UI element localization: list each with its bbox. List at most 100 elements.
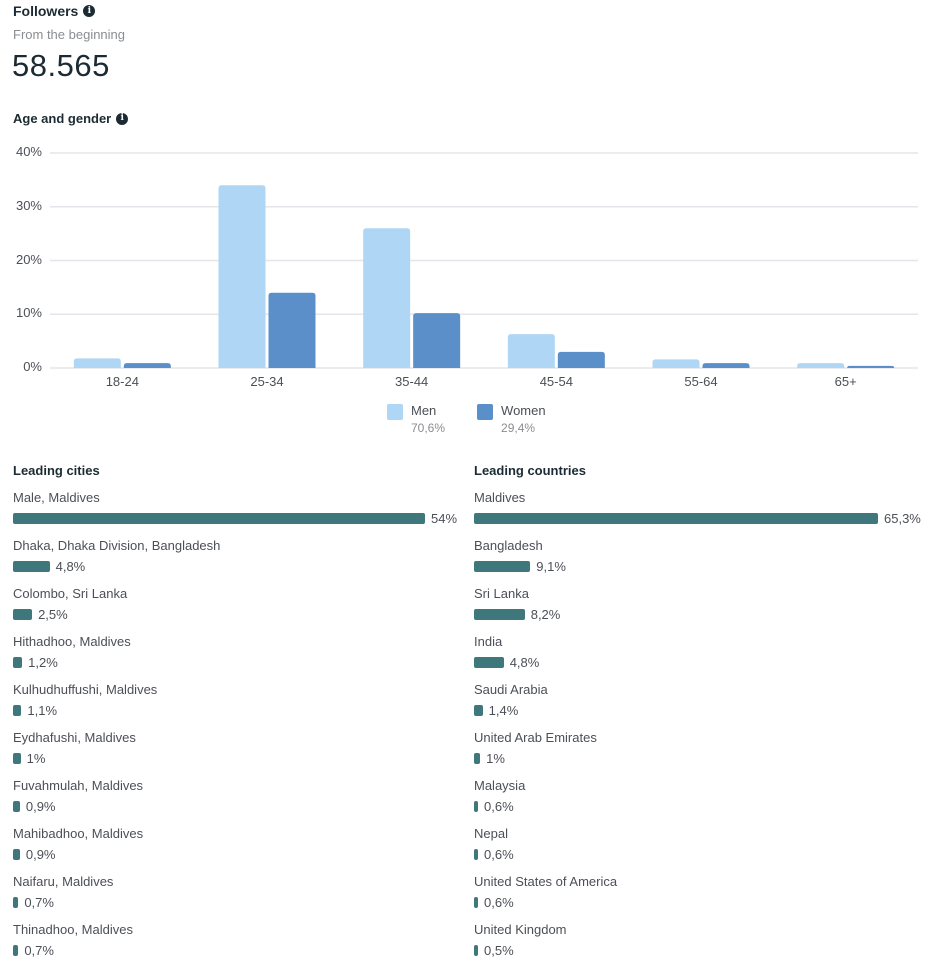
list-item-bar <box>13 560 50 572</box>
list-item: Mahibadhoo, Maldives 0,9% <box>13 825 468 873</box>
chart-legend: Men 70,6% Women 29,4% <box>387 403 546 435</box>
leading-cities: Leading cities Male, Maldives 54% Dhaka, D… <box>13 463 468 969</box>
list-item-percent: 1,1% <box>27 702 58 718</box>
y-tick-label: 40% <box>15 144 42 159</box>
legend-item-men[interactable]: Men 70,6% <box>387 403 445 435</box>
list-item-name: Maldives <box>474 490 526 505</box>
list-item-percent: 0,7% <box>24 894 54 910</box>
list-item-percent: 0,6% <box>484 798 514 814</box>
x-tick-label: 35-44 <box>395 374 429 389</box>
list-item-bar <box>474 704 483 716</box>
list-item-name: Fuvahmulah, Maldives <box>13 778 144 793</box>
list-item-bar <box>13 752 21 764</box>
bar-men-65+[interactable] <box>797 363 845 368</box>
bar-women-55-64[interactable] <box>702 363 750 368</box>
list-item: Malaysia 0,6% <box>474 777 929 825</box>
list-item-bar <box>13 848 20 860</box>
list-item-percent: 0,7% <box>24 942 54 958</box>
list-item-bar <box>13 944 19 956</box>
bar-women-65+[interactable] <box>847 365 895 368</box>
list-item: Kulhudhuffushi, Maldives 1,1% <box>13 681 468 729</box>
list-item-percent: 4,8% <box>509 654 540 670</box>
list-item-name: Mahibadhoo, Maldives <box>13 826 144 841</box>
bar-women-18-24[interactable] <box>123 363 171 368</box>
list-item-bar <box>474 944 478 956</box>
bar-men-35-44[interactable] <box>363 228 411 368</box>
list-item: Hithadhoo, Maldives 1,2% <box>13 633 468 681</box>
list-item-name: United Kingdom <box>474 922 567 937</box>
x-tick-label: 55-64 <box>684 374 718 389</box>
list-item-percent: 1% <box>486 750 505 766</box>
list-item-bar <box>13 896 19 908</box>
list-item-percent: 1,4% <box>488 702 519 718</box>
list-item-name: Nepal <box>474 826 508 841</box>
legend-swatch-women <box>477 404 494 420</box>
list-item-bar <box>474 656 504 668</box>
y-tick-label: 30% <box>15 197 42 213</box>
list-item-percent: 9,1% <box>536 558 566 574</box>
age-gender-header: Age and gender i <box>13 111 129 126</box>
list-item-name: Hithadhoo, Maldives <box>13 634 131 649</box>
leading-countries: Leading countries Maldives 65,3% Banglades… <box>474 463 929 969</box>
list-item-bar <box>474 752 481 764</box>
list-item-name: Male, Maldives <box>13 490 100 505</box>
info-icon[interactable]: i <box>83 5 96 17</box>
bar-men-25-34[interactable] <box>218 185 266 368</box>
list-item-name: Colombo, Sri Lanka <box>13 586 128 601</box>
list-item: Fuvahmulah, Maldives 0,9% <box>13 777 468 825</box>
followers-header: Followers i <box>13 3 96 19</box>
bar-men-55-64[interactable] <box>652 359 700 368</box>
list-item-bar <box>13 656 23 668</box>
legend-item-women[interactable]: Women 29,4% <box>477 403 546 435</box>
bar-women-25-34[interactable] <box>268 292 316 368</box>
x-tick-label: 25-34 <box>250 374 284 389</box>
list-item-name: Malaysia <box>474 778 526 793</box>
list-item-percent: 0,5% <box>484 942 514 958</box>
list-item: India 4,8% <box>474 633 929 681</box>
list-item: Saudi Arabia 1,4% <box>474 681 929 729</box>
list-item-percent: 0,9% <box>25 798 56 814</box>
list-item-name: Bangladesh <box>474 538 543 553</box>
list-item-bar <box>474 608 525 620</box>
followers-subtitle: From the beginning <box>13 27 126 42</box>
bar-men-18-24[interactable] <box>73 358 121 368</box>
list-item-percent: 0,9% <box>25 846 56 862</box>
list-item-name: Thinadhoo, Maldives <box>13 922 133 937</box>
list-item-percent: 1,2% <box>28 654 58 670</box>
bar-men-45-54[interactable] <box>507 334 555 368</box>
list-item-name: United States of America <box>474 874 618 889</box>
leading-countries-title: Leading countries <box>474 463 586 478</box>
list-item-percent: 2,5% <box>38 606 68 622</box>
list-item-name: Dhaka, Dhaka Division, Bangladesh <box>13 538 221 553</box>
list-item: Male, Maldives 54% <box>13 489 468 537</box>
list-item: Thinadhoo, Maldives 0,7% <box>13 921 468 969</box>
list-item-bar <box>13 800 20 812</box>
list-item-name: Naifaru, Maldives <box>13 874 114 889</box>
list-item: United States of America 0,6% <box>474 873 929 921</box>
bar-women-45-54[interactable] <box>557 351 605 368</box>
leading-cities-title: Leading cities <box>13 463 100 478</box>
list-item-name: Eydhafushi, Maldives <box>13 730 136 745</box>
list-item-name: Saudi Arabia <box>474 682 548 697</box>
list-item-bar <box>13 704 22 716</box>
list-item-percent: 4,8% <box>55 558 86 574</box>
list-item-bar <box>13 608 33 620</box>
legend-label-women: Women <box>501 403 546 418</box>
list-item-bar <box>474 560 531 572</box>
list-item: United Arab Emirates 1% <box>474 729 929 777</box>
list-item: Eydhafushi, Maldives 1% <box>13 729 468 777</box>
y-tick-label: 10% <box>15 305 42 321</box>
list-item: Sri Lanka 8,2% <box>474 585 929 633</box>
x-tick-label: 45-54 <box>539 374 573 389</box>
list-item-bar <box>474 512 878 524</box>
list-item-bar <box>474 800 478 812</box>
list-item-bar <box>474 848 478 860</box>
bar-women-35-44[interactable] <box>413 313 461 368</box>
list-item-percent: 65,3% <box>884 510 921 526</box>
info-icon[interactable]: i <box>116 112 129 125</box>
age-gender-title: Age and gender <box>13 111 112 126</box>
list-item-name: India <box>474 634 503 649</box>
list-item-name: United Arab Emirates <box>474 730 597 745</box>
list-item: Colombo, Sri Lanka 2,5% <box>13 585 468 633</box>
list-item-percent: 8,2% <box>530 606 561 622</box>
